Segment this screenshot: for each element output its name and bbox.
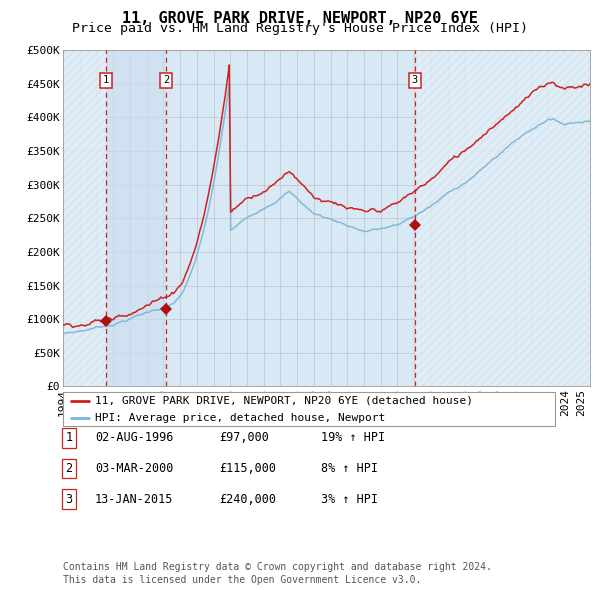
Text: 02-AUG-1996: 02-AUG-1996 [95,431,173,444]
Text: 3% ↑ HPI: 3% ↑ HPI [321,493,378,506]
Text: 3: 3 [412,76,418,86]
Text: 11, GROVE PARK DRIVE, NEWPORT, NP20 6YE: 11, GROVE PARK DRIVE, NEWPORT, NP20 6YE [122,11,478,25]
Bar [106,50,166,386]
Text: 8% ↑ HPI: 8% ↑ HPI [321,462,378,475]
Text: 3: 3 [65,493,73,506]
Text: 03-MAR-2000: 03-MAR-2000 [95,462,173,475]
Bar [63,50,106,386]
Text: Price paid vs. HM Land Registry's House Price Index (HPI): Price paid vs. HM Land Registry's House … [72,22,528,35]
FancyBboxPatch shape [63,392,555,426]
Text: 1: 1 [65,431,73,444]
Bar [415,50,590,386]
Text: Contains HM Land Registry data © Crown copyright and database right 2024.
This d: Contains HM Land Registry data © Crown c… [63,562,492,585]
Text: 2: 2 [65,462,73,475]
Text: 19% ↑ HPI: 19% ↑ HPI [321,431,385,444]
Text: £97,000: £97,000 [219,431,269,444]
Text: £240,000: £240,000 [219,493,276,506]
Bar [63,50,106,386]
Text: £115,000: £115,000 [219,462,276,475]
Text: HPI: Average price, detached house, Newport: HPI: Average price, detached house, Newp… [95,414,385,424]
Bar [415,50,590,386]
Text: 11, GROVE PARK DRIVE, NEWPORT, NP20 6YE (detached house): 11, GROVE PARK DRIVE, NEWPORT, NP20 6YE … [95,396,473,406]
Text: 2: 2 [163,76,169,86]
Text: 13-JAN-2015: 13-JAN-2015 [95,493,173,506]
Text: 1: 1 [103,76,109,86]
